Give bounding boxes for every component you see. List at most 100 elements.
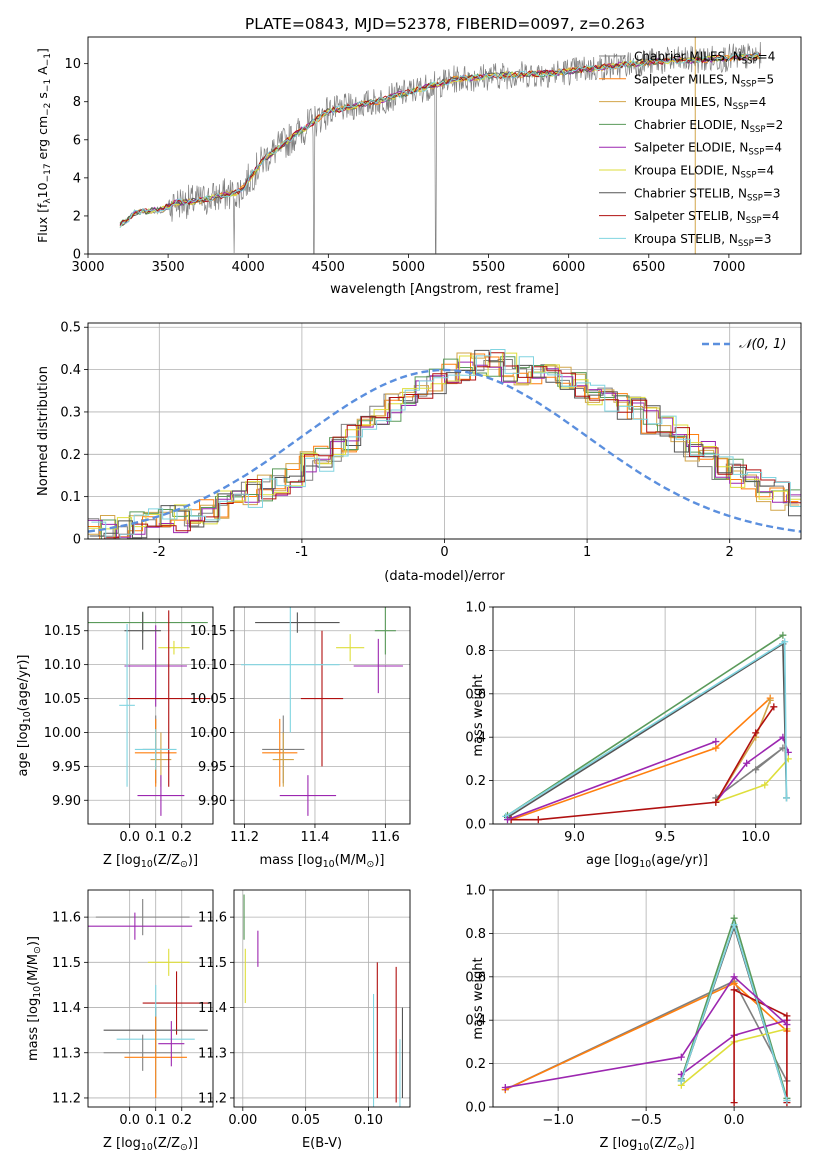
- x-tick-label: 0.0: [119, 830, 140, 845]
- legend-label: Kroupa STELIB, NSSP=3: [634, 232, 772, 249]
- histogram-chabrier-stelib: [89, 349, 801, 539]
- y-tick-label: 11.6: [52, 911, 81, 926]
- axes-z-age: 0.0 0.1 0.2 9.90 9.95 10.00 10.05 10.10 10.15 Z […: [16, 607, 213, 870]
- x-axis-label: E(B-V): [302, 1136, 342, 1151]
- y-axis-label-part: erg cm: [35, 116, 50, 164]
- y-tick-label: 11.4: [52, 1001, 81, 1016]
- y-axis-label: mass [log10(M/M⊙)]: [26, 936, 43, 1061]
- axes-frame-z-age: [87, 606, 214, 825]
- y-tick-label: 0.5: [60, 321, 81, 336]
- y-tick-label: 4: [73, 171, 81, 186]
- axes-age-weight: 9.0 9.5 10.0 0.0 0.2 0.4 0.6 0.8 1.0 age [log10(a…: [465, 601, 801, 870]
- axes-frame-z-weight: [492, 889, 802, 1108]
- x-axis-label-part: )]: [374, 853, 384, 868]
- y-tick-label: 9.90: [52, 794, 81, 809]
- x-axis-label-part: 10: [141, 1142, 153, 1153]
- weight-marker: [677, 1053, 685, 1061]
- weight-marker: [534, 816, 542, 824]
- x-tick-label: 3000: [71, 260, 104, 275]
- x-axis-label: Z [log10(Z/Z⊙)]: [103, 1136, 198, 1153]
- weight-marker: [770, 703, 778, 711]
- weight-line-chabrier-elodie: [507, 634, 784, 816]
- y-tick-label: 11.2: [198, 1091, 227, 1106]
- legend-sub: SSP: [742, 57, 758, 67]
- y-tick-label: 11.6: [198, 911, 227, 926]
- x-axis-label-part: 10: [637, 1142, 649, 1153]
- y-axis-label-part: A: [35, 66, 50, 79]
- legend-n: =3: [754, 232, 772, 246]
- y-tick-label: 2: [73, 209, 81, 224]
- y-tick-label: 0.2: [465, 1057, 486, 1072]
- legend-sub: SSP: [750, 125, 766, 135]
- weight-marker: [712, 798, 720, 806]
- model-line-salpeter-stelib: [119, 52, 761, 226]
- axes-z-mass: 0.0 0.1 0.211.211.311.411.511.6Z [log10(Z/…: [26, 890, 213, 1153]
- weight-marker: [752, 729, 760, 737]
- legend-n: =4: [762, 209, 780, 223]
- y-tick-label: 0.0: [465, 1101, 486, 1116]
- axes-z-weight: −1.0 −0.5 0.0 0.0 0.2 0.4 0.6 0.8 1.0 Z [log10(Z/…: [465, 884, 801, 1153]
- y-axis-label-part: ⊙: [32, 946, 43, 954]
- weight-line-salpeter-elodie: [507, 740, 717, 821]
- weight-marker: [779, 631, 787, 639]
- y-axis-label-part: s: [35, 92, 50, 103]
- plot-area-z-mass: [88, 899, 211, 1098]
- x-tick-label: 3500: [152, 260, 185, 275]
- x-tick-label: 6000: [552, 260, 585, 275]
- y-tick-label: 0: [73, 248, 81, 263]
- x-tick-label: 9.5: [655, 830, 676, 845]
- spectrum-data-line: [119, 41, 762, 254]
- histogram-salpeter-elodie: [88, 361, 801, 538]
- x-tick-label: 4000: [232, 260, 265, 275]
- plot-area-z-age: [88, 610, 211, 816]
- histogram-kroupa-elodie: [88, 352, 801, 530]
- legend-name: Kroupa STELIB, N: [634, 232, 738, 246]
- x-axis-label-part: (Z/Z: [153, 853, 180, 868]
- y-tick-label: 8: [73, 95, 81, 110]
- weight-marker: [783, 1021, 791, 1029]
- y-tick-label: 11.5: [198, 956, 227, 971]
- axes-frame-z-mass: [87, 889, 214, 1108]
- weight-marker: [783, 1096, 791, 1104]
- histogram-kroupa-miles: [88, 352, 800, 539]
- y-tick-label: 9.90: [198, 794, 227, 809]
- y-tick-label: 0.1: [60, 490, 81, 505]
- x-tick-label: 0.2: [171, 1113, 192, 1128]
- y-tick-label: 0.8: [465, 644, 486, 659]
- y-axis-label: Normed distribution: [36, 366, 51, 496]
- x-tick-label: 0.0: [724, 1113, 745, 1128]
- y-axis-label-part: λ: [43, 198, 53, 204]
- x-axis-label: (data-model)/error: [384, 569, 505, 584]
- y-axis-label: mass weight: [471, 957, 486, 1039]
- y-tick-label: 11.3: [198, 1046, 227, 1061]
- legend-label: Salpeter STELIB, NSSP=4: [634, 209, 779, 226]
- y-tick-label: 1.0: [465, 601, 486, 616]
- x-axis-label-part: Z [log: [103, 853, 141, 868]
- legend-name: Kroupa ELODIE, N: [634, 164, 741, 178]
- legend-name: Salpeter ELODIE, N: [634, 141, 748, 155]
- x-tick-label: 10.0: [741, 830, 770, 845]
- y-axis-label-part: Flux [f: [35, 203, 50, 243]
- x-tick-label: 5500: [472, 260, 505, 275]
- weight-marker: [752, 766, 760, 774]
- y-axis-label: mass weight: [471, 674, 486, 756]
- legend-n: =3: [763, 186, 781, 200]
- x-axis-label-part: age [log: [586, 853, 639, 868]
- figure-title: PLATE=0843, MJD=52378, FIBERID=0097, z=0…: [245, 15, 645, 33]
- model-line-salpeter-elodie: [119, 53, 761, 226]
- x-axis-label: wavelength [Angstrom, rest frame]: [330, 282, 559, 297]
- x-axis-label-part: 10: [141, 859, 153, 870]
- y-tick-label: 1.0: [465, 884, 486, 899]
- axes-frame-ebv-mass: [233, 889, 411, 1108]
- axes-frame-residuals: [87, 322, 802, 540]
- x-tick-label: -1: [295, 545, 308, 560]
- model-line-kroupa-stelib: [119, 52, 761, 229]
- x-tick-label: 0.0: [119, 1113, 140, 1128]
- legend-label: Chabrier STELIB, NSSP=3: [634, 186, 781, 203]
- y-axis-label-part: 10: [32, 986, 43, 998]
- x-tick-label: 1: [583, 545, 591, 560]
- weight-marker: [712, 738, 720, 746]
- axes-mass-age: 11.2 11.4 11.6 9.90 9.95 10.00 10.05 10.10 10.15…: [190, 607, 410, 870]
- y-axis-label-part: 10: [22, 711, 33, 723]
- x-tick-label: 0: [440, 545, 448, 560]
